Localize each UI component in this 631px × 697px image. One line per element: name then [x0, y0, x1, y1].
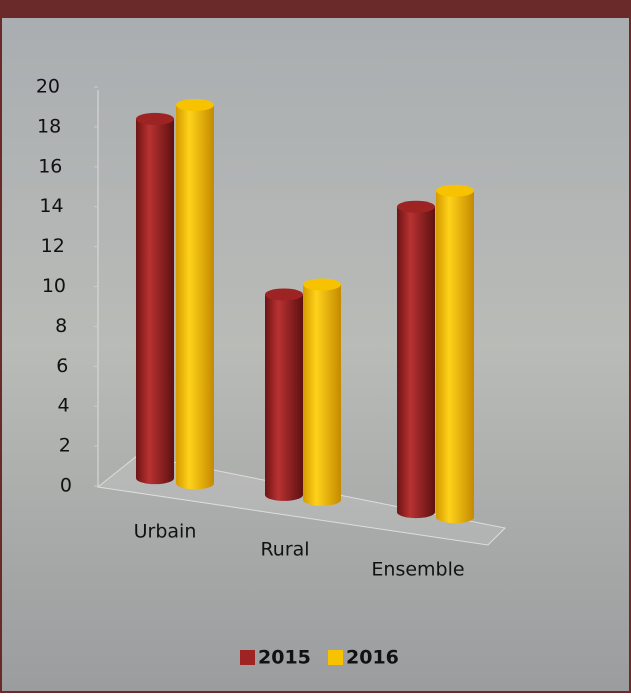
y-tick-label: 8 — [55, 315, 67, 337]
x-tick-label: Rural — [260, 539, 309, 561]
bar — [397, 200, 435, 519]
bar-body — [176, 104, 214, 484]
bar-body — [436, 190, 474, 518]
bar-body — [303, 284, 341, 500]
bar — [436, 184, 474, 524]
y-tick-label: 18 — [37, 115, 61, 137]
legend-label: 2015 — [258, 647, 311, 669]
legend-label: 2016 — [346, 647, 399, 669]
bar-body — [397, 206, 435, 513]
bar — [176, 98, 214, 490]
bar-top — [397, 200, 435, 213]
header-bar — [0, 0, 631, 18]
bar-body — [136, 118, 174, 479]
bar — [265, 288, 303, 501]
y-tick-label: 20 — [36, 76, 60, 98]
y-tick-label: 2 — [59, 435, 71, 457]
legend-swatch — [328, 650, 343, 665]
bar-top — [436, 184, 474, 197]
bar-top — [176, 98, 214, 111]
y-tick-label: 12 — [41, 235, 65, 257]
y-tick-label: 6 — [56, 355, 68, 377]
bar-top — [136, 112, 174, 125]
y-tick-label: 16 — [38, 155, 62, 177]
y-tick-label: 14 — [39, 195, 63, 217]
x-tick-label: Ensemble — [371, 559, 464, 581]
bar-top — [265, 288, 303, 301]
bar — [303, 278, 341, 506]
y-tick-label: 0 — [60, 475, 72, 497]
x-tick-label: Urbain — [134, 521, 197, 543]
bar — [136, 112, 174, 485]
legend-swatch — [240, 650, 255, 665]
y-tick-label: 10 — [42, 275, 66, 297]
bar-body — [265, 294, 303, 495]
y-tick-label: 4 — [58, 395, 70, 417]
bar-top — [303, 278, 341, 291]
